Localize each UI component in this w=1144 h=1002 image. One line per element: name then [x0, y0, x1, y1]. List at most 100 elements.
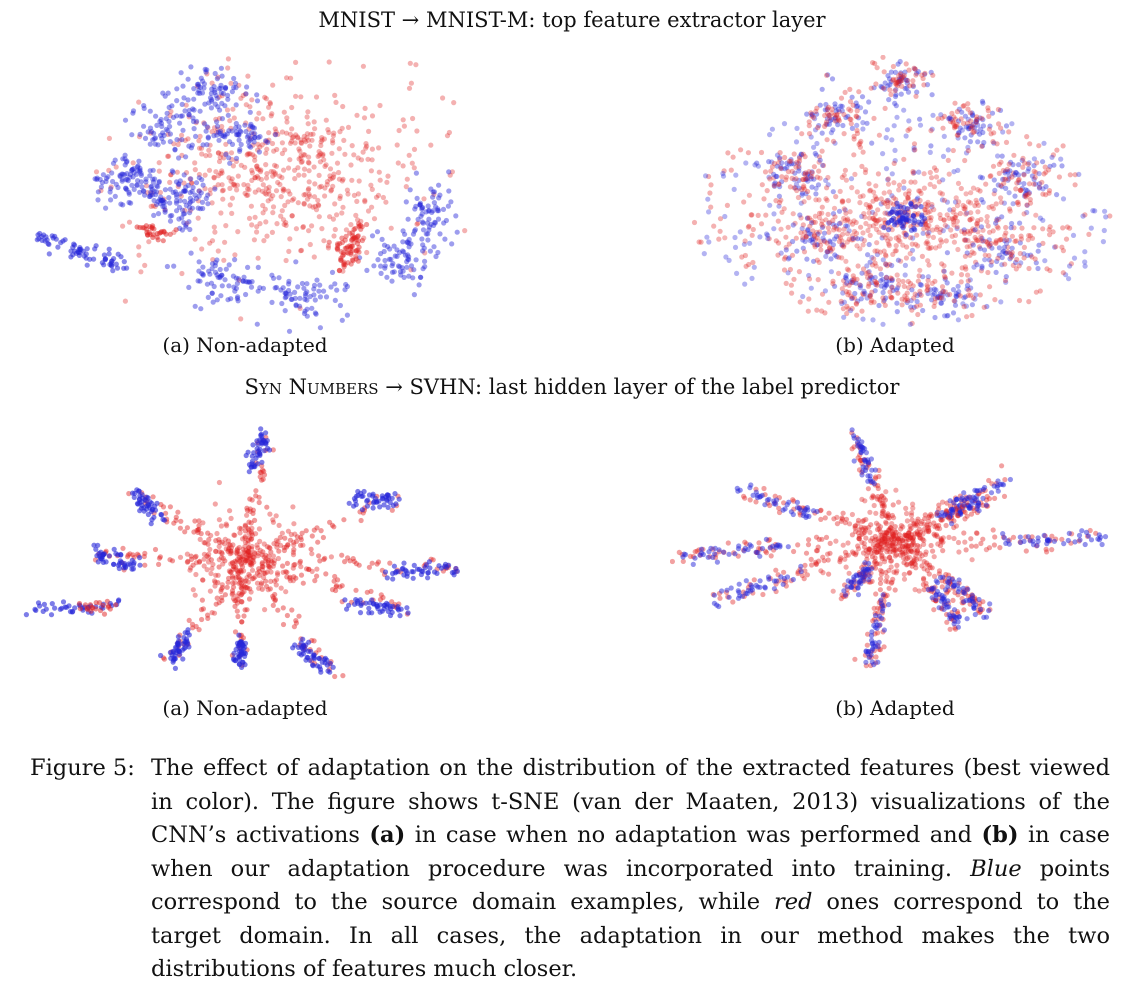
scatter-point [189, 205, 195, 211]
scatter-point [442, 236, 448, 242]
scatter-point [246, 545, 252, 551]
scatter-point [969, 302, 975, 308]
scatter-point [881, 285, 887, 291]
scatter-point [339, 210, 345, 216]
scatter-point [205, 135, 211, 141]
scatter-canvas [34, 56, 468, 334]
scatter-point [902, 199, 908, 205]
scatter-point [279, 129, 285, 135]
scatter-point [836, 227, 842, 233]
scatter-point [906, 188, 912, 194]
scatter-point [824, 121, 830, 127]
scatter-point [209, 261, 216, 267]
scatter-point [907, 527, 913, 533]
scatter-point [857, 105, 864, 111]
scatter-point [1046, 167, 1052, 173]
scatter-point [968, 228, 974, 234]
scatter-point [925, 245, 931, 251]
scatter-point [970, 112, 976, 118]
scatter-point [793, 164, 799, 170]
scatter-point [935, 294, 941, 300]
scatter-point [888, 542, 894, 548]
scatter-point [797, 299, 803, 305]
scatter-point [1051, 538, 1057, 544]
scatter-point [209, 200, 215, 206]
scatter-point [823, 177, 829, 183]
scatter-point [771, 160, 777, 167]
scatter-point [867, 215, 873, 221]
scatter-point [260, 116, 266, 122]
scatter-point [875, 536, 881, 542]
scatter-point [811, 232, 817, 238]
scatter-point [872, 217, 878, 223]
scatter-point [917, 288, 923, 294]
scatter-point [790, 211, 796, 217]
scatter-point [838, 95, 845, 101]
scatter-point [442, 563, 448, 569]
scatter-point [806, 230, 812, 237]
scatter-point [256, 572, 262, 578]
scatter-point [904, 212, 910, 218]
scatter-point [910, 534, 916, 541]
scatter-point [769, 164, 775, 170]
scatter-point [185, 558, 191, 564]
scatter-point [236, 632, 242, 638]
scatter-point [195, 215, 201, 221]
scatter-point [148, 183, 155, 189]
scatter-point [351, 226, 357, 233]
scatter-point [963, 266, 969, 272]
scatter-point [230, 181, 236, 188]
scatter-point [1031, 176, 1037, 182]
scatter-point [293, 618, 299, 624]
scatter-point [215, 150, 222, 156]
scatter-point [993, 238, 999, 244]
scatter-point [234, 295, 240, 302]
scatter-point [321, 556, 327, 563]
scatter-point [849, 125, 855, 131]
scatter-point [917, 535, 923, 541]
scatter-point [955, 246, 961, 253]
scatter-point [816, 214, 822, 221]
scatter-point [197, 108, 203, 114]
scatter-point [187, 200, 193, 206]
scatter-point [806, 272, 812, 279]
scatter-point [214, 272, 220, 278]
scatter-point [280, 188, 286, 194]
scatter-point [952, 232, 959, 238]
scatter-point [300, 542, 306, 548]
scatter-point [846, 521, 853, 527]
scatter-point [828, 269, 834, 275]
scatter-point [932, 314, 938, 321]
scatter-point [101, 611, 108, 617]
scatter-point [813, 534, 820, 540]
scatter-point [881, 217, 887, 223]
scatter-point [898, 535, 904, 542]
scatter-point [867, 204, 873, 210]
scatter-point [236, 558, 243, 564]
scatter-point [1086, 231, 1092, 237]
scatter-point [211, 174, 217, 180]
scatter-point [831, 205, 838, 211]
scatter-point [908, 525, 914, 531]
scatter-point [1031, 168, 1037, 174]
scatter-point [865, 274, 871, 281]
scatter-point [158, 132, 164, 138]
scatter-point [706, 173, 712, 180]
scatter-point [843, 564, 849, 570]
scatter-point [230, 580, 236, 586]
scatter-point [867, 272, 873, 279]
scatter-point [278, 194, 284, 200]
scatter-point [147, 224, 153, 230]
scatter-point [151, 130, 157, 136]
scatter-point [386, 256, 392, 262]
scatter-point [295, 284, 301, 290]
scatter-point [733, 172, 739, 178]
scatter-point [795, 542, 801, 548]
scatter-point [124, 158, 130, 164]
scatter-point [384, 179, 390, 185]
scatter-point [260, 210, 266, 216]
scatter-point [1076, 171, 1082, 177]
scatter-point [890, 251, 896, 257]
scatter-point [181, 172, 187, 178]
scatter-point [259, 142, 265, 148]
